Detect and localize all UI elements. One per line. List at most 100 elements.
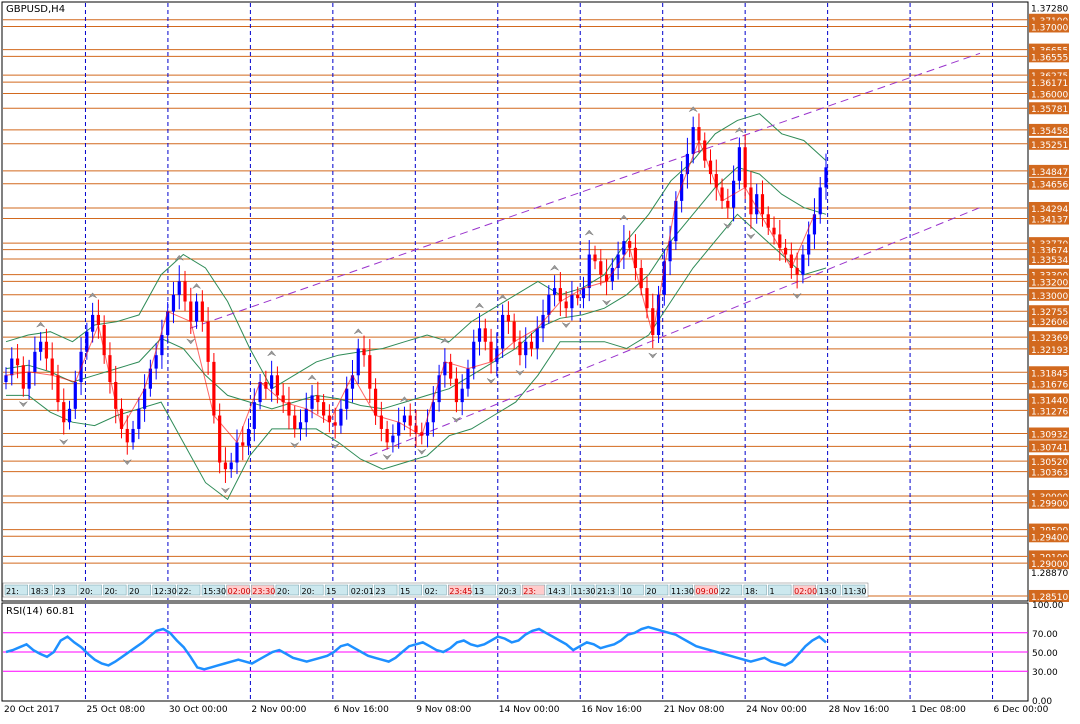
candle-body (535, 328, 539, 349)
level-label: 1.31276 (1031, 407, 1068, 417)
x-tick-label: 24 Nov 00:00 (746, 705, 807, 715)
x-tick-label: 21 Nov 08:00 (664, 705, 725, 715)
candle-body (708, 160, 713, 175)
fractal-down-marker (290, 442, 299, 449)
time-label: 23 (375, 587, 385, 596)
time-label: 18: (745, 587, 758, 596)
fractal-down-marker (417, 449, 426, 455)
time-label: 13:0 (819, 587, 837, 596)
level-label: 1.29000 (1031, 560, 1068, 570)
trend-channel (189, 52, 981, 457)
level-label-box (1029, 315, 1069, 328)
level-label-box (1029, 87, 1069, 100)
time-label: 11:30 (843, 587, 866, 596)
level-label: 1.33200 (1031, 278, 1068, 288)
candle-body (391, 435, 395, 443)
candle-body (570, 294, 574, 309)
candle-body (125, 428, 129, 443)
level-label: 1.33000 (1031, 292, 1068, 302)
candle-body (333, 422, 337, 426)
time-label-box (768, 584, 792, 596)
fractal-markers (19, 106, 802, 494)
candle-body (368, 355, 372, 389)
candle-body (171, 294, 176, 312)
candle-body (218, 415, 222, 463)
level-label-box (1029, 288, 1069, 301)
candle-body (264, 381, 268, 389)
x-tick-label: 6 Dec 00:00 (994, 705, 1049, 715)
time-label: 15 (400, 587, 410, 596)
time-label: 15 (326, 587, 336, 596)
candle-body (21, 365, 25, 389)
rsi-panel: 100.00 70.00 50.00 30.00 0.00 (3, 601, 1064, 707)
candle-body (783, 247, 788, 255)
candle-body (408, 415, 412, 426)
level-label-box (1029, 305, 1069, 318)
candle-body (755, 194, 759, 215)
time-label: 22 (720, 587, 730, 596)
x-axis-labels: 20 Oct 2017 25 Oct 08:00 30 Oct 00:00 2 Nov… (4, 705, 1049, 715)
time-label-box (669, 584, 693, 596)
fractal-up-marker (619, 214, 629, 221)
fractal-up-marker (354, 328, 363, 335)
level-label-box (1029, 275, 1069, 288)
candle-body (287, 402, 291, 416)
rsi-tick-label: 100.00 (1032, 601, 1064, 611)
fractal-down-marker (452, 417, 461, 423)
time-label-box (4, 584, 28, 596)
candle-body (483, 328, 487, 342)
time-label: 22: (178, 587, 191, 596)
time-label: 20:3 (499, 587, 517, 596)
time-label: 20: (80, 587, 93, 596)
rsi-label: RSI(14) 60.81 (6, 606, 75, 617)
candle-body (726, 200, 730, 208)
candle-body (322, 402, 326, 416)
fractal-up-marker (498, 294, 507, 300)
candle-body (91, 314, 95, 332)
level-label-box (1029, 76, 1069, 89)
candle-body (108, 355, 112, 382)
fractal-up-marker (192, 283, 201, 289)
candle-body (131, 428, 135, 443)
x-tick-label: 6 Nov 16:00 (334, 705, 389, 715)
level-label: 1.37000 (1031, 23, 1068, 33)
candle-body (720, 187, 724, 201)
fractal-down-marker (382, 454, 392, 461)
candle-body (425, 422, 430, 436)
candle-body (547, 294, 551, 315)
level-label: 1.34656 (1031, 181, 1068, 191)
candle-body (119, 408, 124, 429)
time-label-box (324, 584, 349, 596)
time-label-box (521, 584, 546, 596)
level-label: 1.35781 (1031, 105, 1068, 115)
candle-body (818, 187, 822, 215)
candle-body (743, 147, 747, 188)
main-plot-frame (1, 1, 1029, 602)
candle-body (766, 214, 770, 228)
time-label: 13 (474, 587, 484, 596)
time-label-box (398, 584, 422, 596)
level-label: 1.34137 (1031, 216, 1068, 226)
fractal-down-marker (723, 223, 733, 229)
x-tick-label: 2 Nov 00:00 (251, 705, 306, 715)
candle-body (385, 428, 389, 443)
time-label-box (546, 584, 570, 596)
time-label: 23: (523, 587, 536, 596)
time-label: 23 (55, 587, 65, 596)
time-label-box (595, 584, 619, 596)
time-label: 02:00 (794, 587, 817, 596)
level-lines (3, 19, 1028, 597)
level-label: 1.31845 (1031, 369, 1068, 379)
level-label: 1.30363 (1031, 469, 1068, 479)
candle-body (189, 301, 193, 322)
time-label-box (275, 584, 299, 596)
candle-body (466, 368, 470, 389)
time-label: 20: (302, 587, 315, 596)
candle-body (697, 127, 701, 141)
candle-body (281, 395, 285, 403)
time-label-box (620, 584, 644, 596)
level-label-box (1029, 393, 1069, 406)
time-label-box (349, 584, 373, 596)
candle-body (102, 324, 106, 356)
level-label-box (1029, 455, 1069, 468)
